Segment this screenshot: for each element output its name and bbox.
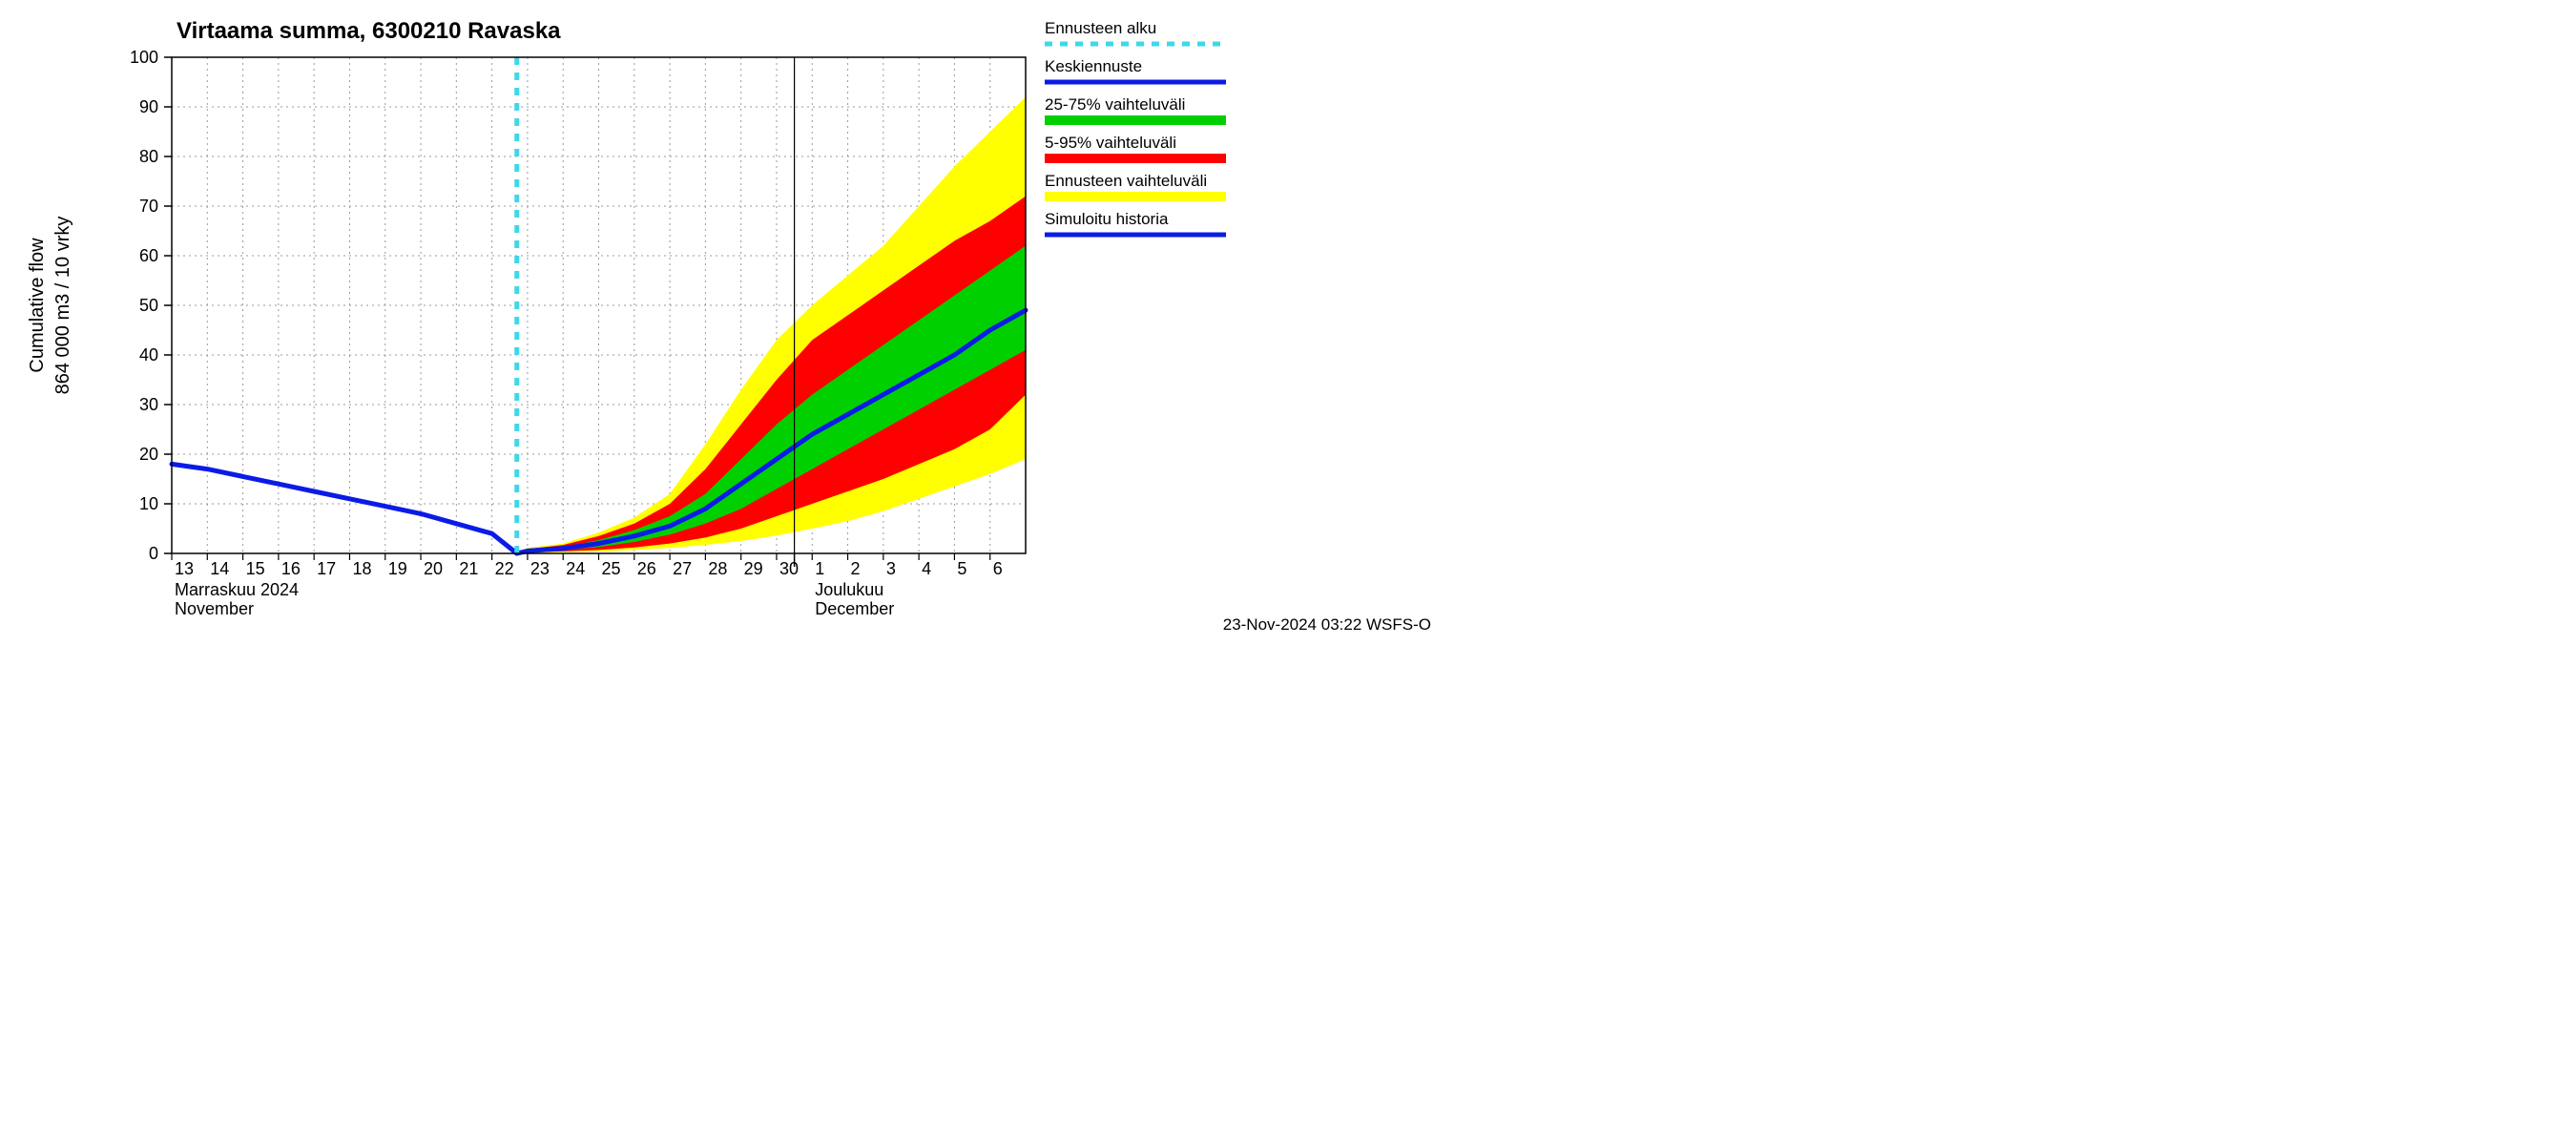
y-axis-label-1: Cumulative flow (27, 238, 48, 373)
y-tick-label: 10 (139, 494, 158, 513)
legend-label-full: Ennusteen vaihteluväli (1045, 172, 1207, 190)
legend-swatch-full (1045, 192, 1226, 201)
y-tick-label: 20 (139, 445, 158, 464)
x-tick-label: 4 (922, 559, 931, 578)
plot-area: 0102030405060708090100131415161718192021… (130, 48, 1026, 618)
y-tick-label: 90 (139, 97, 158, 116)
x-tick-label: 23 (530, 559, 550, 578)
x-tick-label: 28 (708, 559, 727, 578)
x-tick-label: 30 (779, 559, 799, 578)
y-tick-label: 40 (139, 345, 158, 364)
month2-fi: Joulukuu (815, 580, 883, 599)
y-tick-label: 70 (139, 197, 158, 216)
chart-container: Virtaama summa, 6300210 Ravaska Cumulati… (0, 0, 1443, 641)
chart-title: Virtaama summa, 6300210 Ravaska (177, 18, 561, 44)
x-tick-label: 24 (566, 559, 585, 578)
x-tick-label: 19 (388, 559, 407, 578)
x-tick-label: 14 (210, 559, 229, 578)
y-tick-label: 100 (130, 48, 158, 67)
x-tick-label: 26 (637, 559, 656, 578)
legend-label-forecast_start: Ennusteen alku (1045, 19, 1156, 37)
legend-label-mean: Keskiennuste (1045, 57, 1142, 75)
legend-label-p25_75: 25-75% vaihteluväli (1045, 95, 1185, 114)
chart-footer: 23-Nov-2024 03:22 WSFS-O (1223, 615, 1431, 634)
x-tick-label: 21 (459, 559, 478, 578)
month1-en: November (175, 599, 254, 618)
y-tick-label: 30 (139, 395, 158, 414)
x-tick-label: 16 (281, 559, 301, 578)
y-tick-label: 80 (139, 147, 158, 166)
legend: Ennusteen alku Keskiennuste 25-75% vaihtel… (1045, 19, 1226, 235)
x-tick-label: 6 (993, 559, 1003, 578)
y-tick-label: 60 (139, 246, 158, 265)
month1-fi: Marraskuu 2024 (175, 580, 299, 599)
x-tick-label: 3 (886, 559, 896, 578)
x-tick-label: 20 (424, 559, 443, 578)
chart-svg: Virtaama summa, 6300210 Ravaska Cumulati… (0, 0, 1443, 641)
y-tick-label: 50 (139, 296, 158, 315)
x-tick-label: 2 (851, 559, 861, 578)
x-tick-label: 13 (175, 559, 194, 578)
legend-label-p5_95: 5-95% vaihteluväli (1045, 134, 1176, 152)
legend-swatch-p25_75 (1045, 115, 1226, 125)
legend-swatch-p5_95 (1045, 154, 1226, 163)
y-axis-label-2: 864 000 m3 / 10 vrky (52, 217, 73, 395)
legend-label-history: Simuloitu historia (1045, 210, 1169, 228)
x-tick-label: 15 (246, 559, 265, 578)
x-tick-label: 5 (957, 559, 966, 578)
x-tick-label: 17 (317, 559, 336, 578)
x-tick-label: 22 (495, 559, 514, 578)
x-tick-label: 29 (744, 559, 763, 578)
month2-en: December (815, 599, 894, 618)
x-tick-label: 1 (815, 559, 824, 578)
x-tick-label: 25 (602, 559, 621, 578)
y-tick-label: 0 (149, 544, 158, 563)
x-tick-label: 27 (673, 559, 692, 578)
x-tick-label: 18 (352, 559, 371, 578)
